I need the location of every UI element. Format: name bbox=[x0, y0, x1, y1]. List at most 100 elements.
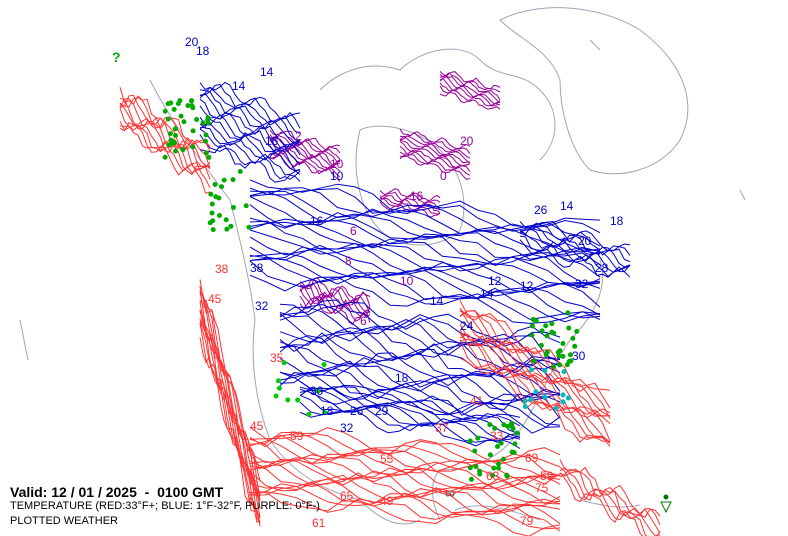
blue-contour-label: 14 bbox=[430, 294, 444, 308]
fair-weather-symbol: ∞ bbox=[445, 485, 455, 501]
precip-dot bbox=[285, 397, 291, 403]
station-model-icon bbox=[660, 494, 672, 514]
isotherm bbox=[399, 150, 471, 172]
blue-contour-label: 26 bbox=[534, 203, 548, 217]
precip-dot bbox=[561, 369, 567, 375]
blue-contour-label: 24 bbox=[460, 319, 474, 333]
precip-dot bbox=[189, 103, 195, 109]
red-contour-label: 75 bbox=[535, 481, 549, 495]
isotherm bbox=[199, 301, 261, 497]
precip-dot bbox=[194, 117, 200, 123]
isotherm bbox=[249, 432, 561, 468]
red-contour-label: 59 bbox=[540, 469, 554, 483]
precip-dot bbox=[491, 465, 497, 471]
isotherm bbox=[279, 345, 561, 396]
precip-dot bbox=[543, 352, 549, 358]
isotherm bbox=[459, 335, 611, 442]
isotherm bbox=[249, 458, 561, 501]
precip-dot bbox=[544, 333, 550, 339]
isotherm bbox=[299, 401, 521, 443]
precip-dot bbox=[549, 329, 555, 335]
precip-dot bbox=[190, 128, 196, 134]
blue-contour-label: 38 bbox=[250, 261, 264, 275]
precip-dot bbox=[570, 335, 576, 341]
isotherm bbox=[249, 229, 601, 288]
precip-dot bbox=[501, 456, 507, 462]
isotherm bbox=[249, 458, 561, 505]
isotherm bbox=[269, 136, 341, 163]
isotherm bbox=[249, 218, 601, 278]
isotherm bbox=[249, 252, 601, 316]
precip-dot bbox=[533, 389, 539, 395]
precip-dot bbox=[560, 392, 566, 398]
isotherm bbox=[249, 434, 561, 479]
isotherm bbox=[119, 122, 211, 189]
isotherm bbox=[199, 322, 261, 523]
isotherm bbox=[559, 459, 661, 518]
precip-dot bbox=[560, 341, 566, 347]
isotherm bbox=[439, 74, 501, 101]
red-contour-label: 61 bbox=[312, 516, 326, 530]
precip-dot bbox=[165, 101, 171, 107]
isotherm bbox=[459, 329, 611, 424]
isotherm bbox=[249, 260, 601, 320]
precip-dot bbox=[566, 359, 572, 365]
blue-contour-label: 30 bbox=[572, 349, 586, 363]
isotherm bbox=[399, 132, 471, 155]
isotherm bbox=[279, 330, 561, 378]
precip-dot bbox=[566, 325, 572, 331]
isotherm bbox=[559, 467, 661, 536]
precip-dot bbox=[539, 328, 545, 334]
precip-dot bbox=[209, 201, 215, 207]
isotherm bbox=[379, 194, 441, 210]
blue-contour-label: 12 bbox=[520, 279, 534, 293]
isotherm bbox=[399, 141, 471, 167]
purple-contour-label: 10 bbox=[330, 157, 344, 171]
precip-dot bbox=[522, 398, 528, 404]
red-contour-label: 69 bbox=[525, 451, 539, 465]
blue-contour-label: 18 bbox=[610, 214, 624, 228]
precip-dot bbox=[501, 422, 507, 428]
isotherm bbox=[199, 145, 301, 183]
red-contour-label: 45 bbox=[208, 292, 222, 306]
isotherm bbox=[379, 197, 441, 215]
blue-contour-label: 30 bbox=[310, 384, 324, 398]
isotherm bbox=[199, 91, 301, 142]
precip-dot bbox=[509, 420, 515, 426]
precip-dot bbox=[560, 353, 566, 359]
isotherm bbox=[249, 217, 601, 266]
precip-dot bbox=[230, 177, 236, 183]
precip-dot bbox=[512, 441, 518, 447]
precip-dot bbox=[188, 98, 194, 104]
blue-contour-label: 32 bbox=[255, 299, 269, 313]
isotherm bbox=[559, 467, 648, 536]
isotherm bbox=[199, 105, 301, 150]
precip-dot bbox=[221, 177, 227, 183]
red-contour-label: 37 bbox=[435, 421, 449, 435]
precip-dot bbox=[209, 210, 215, 216]
isotherm bbox=[249, 478, 561, 516]
isotherm bbox=[279, 312, 561, 370]
temperature-legend: TEMPERATURE (RED:33°F+; BLUE: 1°F-32°F, … bbox=[10, 500, 320, 512]
blue-contour-label: 14 bbox=[260, 65, 274, 79]
precip-dot bbox=[531, 358, 537, 364]
red-contour-label: 35 bbox=[270, 351, 284, 365]
isotherm bbox=[399, 154, 471, 176]
valid-time: Valid: 12 / 01 / 2025 - 0100 GMT bbox=[10, 484, 224, 500]
isotherm bbox=[439, 92, 501, 110]
precip-dot bbox=[490, 472, 496, 478]
plotted-weather-legend: PLOTTED WEATHER bbox=[10, 515, 118, 527]
isotherm bbox=[299, 387, 521, 439]
precip-dot bbox=[275, 378, 281, 384]
isotherm bbox=[249, 187, 601, 247]
isotherm bbox=[279, 335, 561, 394]
precip-dot bbox=[321, 362, 327, 368]
isotherm bbox=[249, 452, 561, 491]
purple-contour-label: 8 bbox=[345, 254, 352, 268]
blue-contour-label: 12 bbox=[488, 274, 502, 288]
red-contour-label: 33 bbox=[490, 429, 504, 443]
blue-contour-label: 10 bbox=[330, 169, 344, 183]
isotherm bbox=[249, 246, 601, 308]
precip-dot bbox=[200, 120, 206, 126]
